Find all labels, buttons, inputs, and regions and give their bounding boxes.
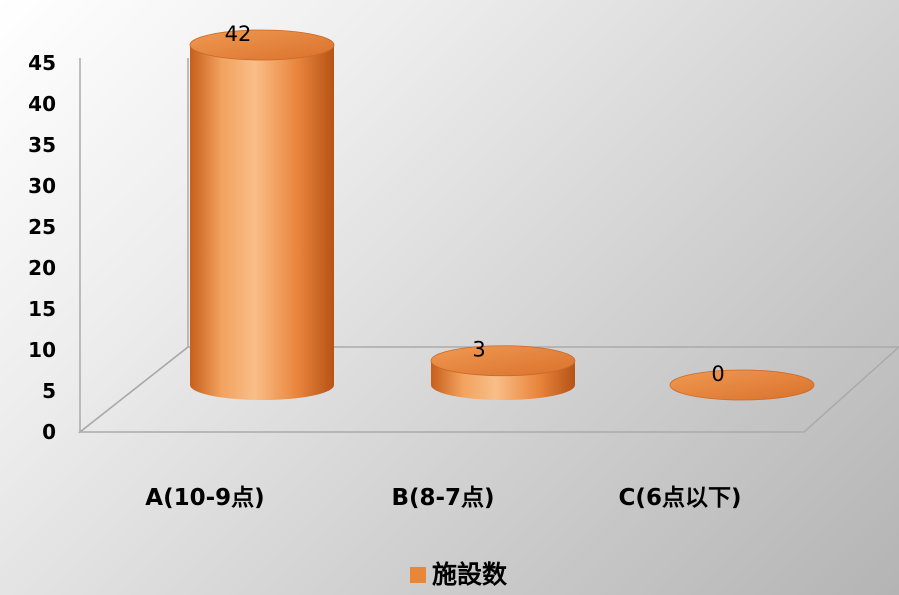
y-tick-label: 15 — [28, 297, 56, 321]
x-category-label: C(6点以下) — [619, 485, 742, 511]
bar — [189, 29, 335, 400]
x-category-label: A(10-9点) — [145, 485, 264, 511]
y-tick-label: 45 — [28, 51, 56, 75]
y-tick-label: 35 — [28, 133, 56, 157]
bar-top — [189, 29, 335, 61]
y-tick-label: 0 — [42, 420, 56, 444]
bar — [669, 369, 815, 401]
y-tick-label: 10 — [28, 338, 56, 362]
bar — [430, 345, 576, 400]
y-tick-label: 5 — [42, 379, 56, 403]
bar-body — [190, 45, 334, 400]
y-tick-label: 25 — [28, 215, 56, 239]
y-tick-label: 20 — [28, 256, 56, 280]
bar-top — [430, 345, 576, 377]
y-axis-ticks: 0 5 10 15 20 25 30 35 40 45 — [28, 51, 56, 444]
bar-top — [669, 369, 815, 401]
bar-series — [189, 29, 815, 401]
legend-swatch — [410, 567, 426, 583]
y-tick-label: 40 — [28, 92, 56, 116]
data-label: 0 — [711, 362, 724, 386]
x-axis-labels: A(10-9点) B(8-7点) C(6点以下) — [145, 485, 741, 511]
legend: 施設数 — [410, 560, 507, 590]
data-labels: 42 3 0 — [225, 22, 725, 386]
data-label: 42 — [225, 22, 252, 46]
legend-label: 施設数 — [432, 560, 508, 589]
chart-axes — [77, 58, 899, 434]
data-label: 3 — [472, 338, 485, 362]
y-tick-label: 30 — [28, 174, 56, 198]
x-category-label: B(8-7点) — [391, 485, 494, 511]
back-left-wall — [79, 58, 189, 434]
floor-plane — [77, 346, 899, 433]
